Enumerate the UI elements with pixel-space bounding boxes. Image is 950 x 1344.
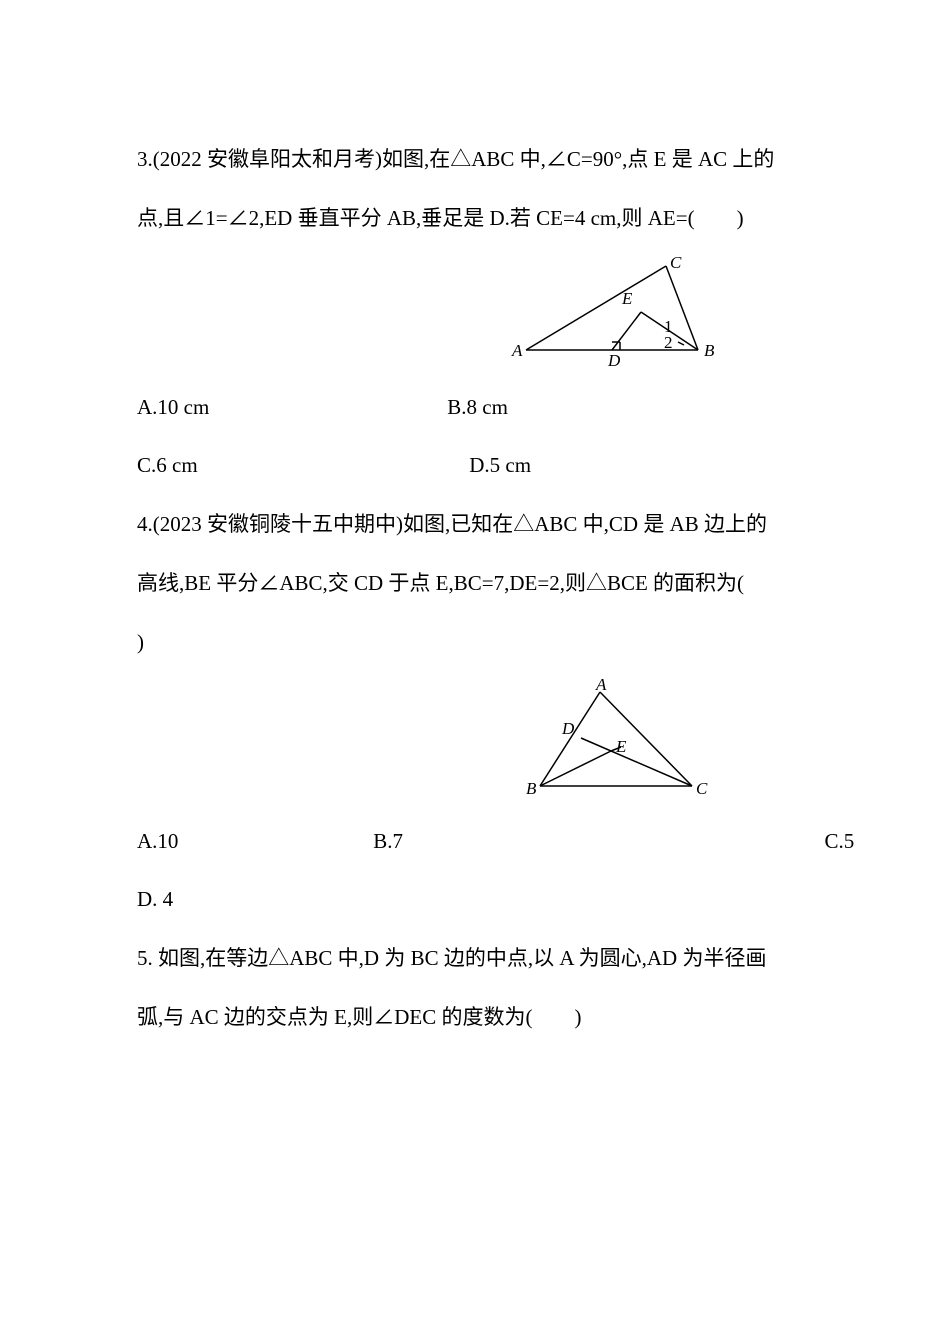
- q3-line2: 点,且∠1=∠2,ED 垂直平分 AB,垂足是 D.若 CE=4 cm,则 AE…: [137, 189, 950, 248]
- svg-text:A: A: [511, 341, 523, 360]
- q3-opt-a: A.10 cm: [137, 378, 442, 437]
- svg-text:2: 2: [664, 333, 673, 352]
- q3-line1: 3.(2022 安徽阜阳太和月考)如图,在△ABC 中,∠C=90°,点 E 是…: [137, 130, 950, 189]
- q4-opt-d: D. 4: [137, 870, 950, 929]
- q4-figure: A B C D E: [137, 676, 950, 808]
- q4-opt-b: B.7: [373, 812, 819, 871]
- q4-opt-c: C.5: [825, 812, 855, 871]
- q3-opt-b: B.8 cm: [447, 378, 508, 437]
- q4-options-row1: A.10 B.7 C.5: [137, 812, 950, 871]
- svg-text:B: B: [526, 779, 537, 798]
- q4-opt-a: A.10: [137, 812, 368, 871]
- svg-text:E: E: [621, 289, 633, 308]
- q4-line2: 高线,BE 平分∠ABC,交 CD 于点 E,BC=7,DE=2,则△BCE 的…: [137, 554, 950, 613]
- svg-text:A: A: [595, 676, 607, 694]
- q3-options-row2: C.6 cm D.5 cm: [137, 436, 950, 495]
- svg-text:C: C: [696, 779, 708, 798]
- svg-text:D: D: [561, 719, 575, 738]
- q5-line2: 弧,与 AC 边的交点为 E,则∠DEC 的度数为( ): [137, 988, 950, 1047]
- q3-options-row1: A.10 cm B.8 cm: [137, 378, 950, 437]
- svg-text:C: C: [670, 253, 682, 272]
- q3-figure: ABCDE12: [137, 252, 950, 374]
- q4-line3: ): [137, 613, 950, 672]
- svg-text:E: E: [615, 737, 627, 756]
- q5-line1: 5. 如图,在等边△ABC 中,D 为 BC 边的中点,以 A 为圆心,AD 为…: [137, 929, 950, 988]
- svg-text:D: D: [607, 351, 621, 370]
- q3-opt-d: D.5 cm: [469, 436, 531, 495]
- q3-opt-c: C.6 cm: [137, 436, 464, 495]
- q4-line1: 4.(2023 安徽铜陵十五中期中)如图,已知在△ABC 中,CD 是 AB 边…: [137, 495, 950, 554]
- svg-text:B: B: [704, 341, 715, 360]
